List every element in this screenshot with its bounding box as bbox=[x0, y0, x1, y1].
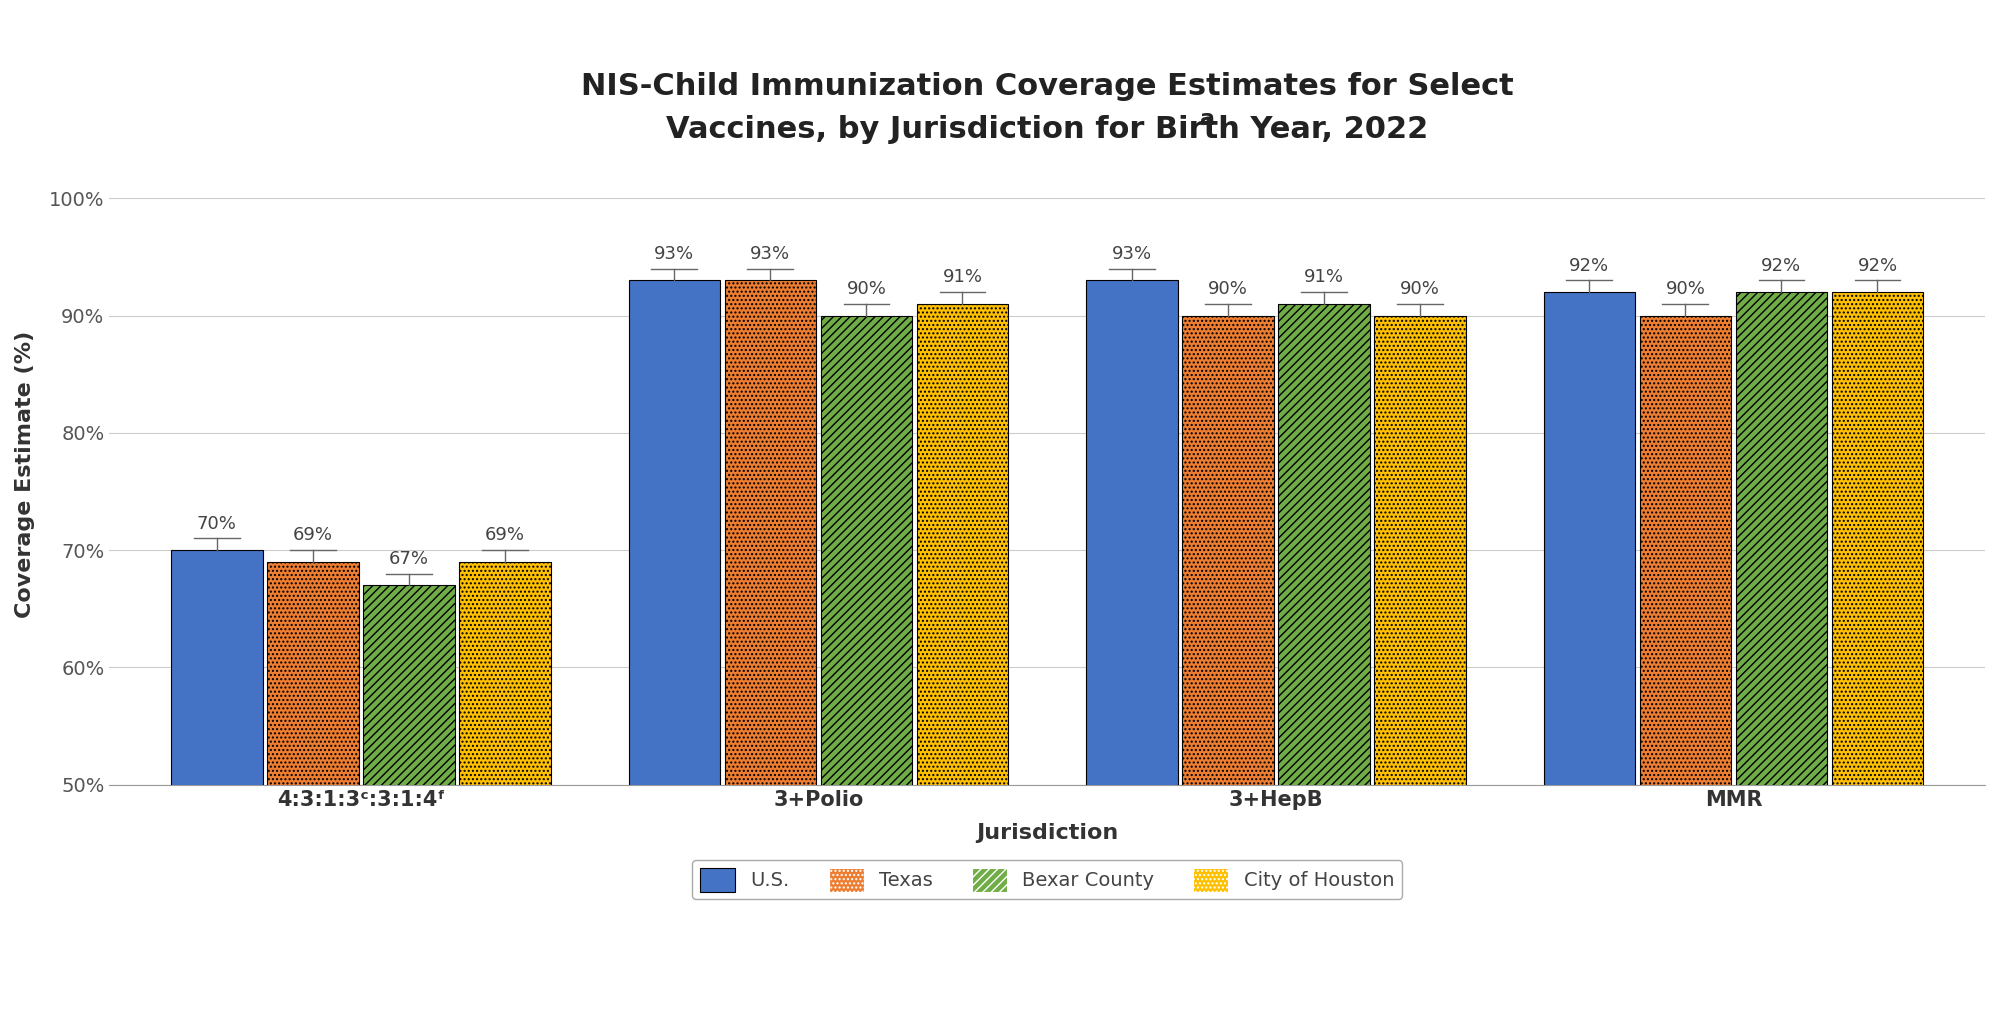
Bar bbox=[1182, 316, 1274, 1018]
Bar bbox=[1374, 316, 1466, 1018]
Bar bbox=[172, 550, 262, 1018]
Bar bbox=[460, 562, 550, 1018]
Text: 90%: 90% bbox=[1666, 280, 1706, 298]
Text: 93%: 93% bbox=[1112, 244, 1152, 263]
Bar bbox=[268, 562, 358, 1018]
Legend: U.S., Texas, Bexar County, City of Houston: U.S., Texas, Bexar County, City of Houst… bbox=[692, 860, 1402, 899]
Text: 70%: 70% bbox=[196, 514, 236, 532]
Bar bbox=[1544, 292, 1636, 1018]
Y-axis label: Coverage Estimate (%): Coverage Estimate (%) bbox=[14, 330, 36, 618]
Bar bbox=[1278, 303, 1370, 1018]
X-axis label: Jurisdiction: Jurisdiction bbox=[976, 824, 1118, 844]
Text: 90%: 90% bbox=[1208, 280, 1248, 298]
Text: 93%: 93% bbox=[654, 244, 694, 263]
Bar bbox=[724, 280, 816, 1018]
Text: 91%: 91% bbox=[1304, 269, 1344, 286]
Text: 92%: 92% bbox=[1858, 257, 1898, 275]
Bar bbox=[1640, 316, 1732, 1018]
Text: 91%: 91% bbox=[942, 269, 982, 286]
Text: 69%: 69% bbox=[484, 526, 524, 545]
Bar bbox=[364, 585, 454, 1018]
Text: 67%: 67% bbox=[388, 550, 428, 568]
Text: 93%: 93% bbox=[750, 244, 790, 263]
Bar bbox=[628, 280, 720, 1018]
Text: 92%: 92% bbox=[1570, 257, 1610, 275]
Bar bbox=[820, 316, 912, 1018]
Text: 90%: 90% bbox=[1400, 280, 1440, 298]
Text: 90%: 90% bbox=[846, 280, 886, 298]
Bar bbox=[1832, 292, 1924, 1018]
Text: a: a bbox=[1200, 109, 1214, 129]
Bar bbox=[1086, 280, 1178, 1018]
Bar bbox=[1736, 292, 1828, 1018]
Text: 92%: 92% bbox=[1762, 257, 1802, 275]
Text: 69%: 69% bbox=[292, 526, 332, 545]
Text: NIS-Child Immunization Coverage Estimates for Select: NIS-Child Immunization Coverage Estimate… bbox=[580, 72, 1514, 101]
Bar bbox=[916, 303, 1008, 1018]
Text: Vaccines, by Jurisdiction for Birth Year, 2022: Vaccines, by Jurisdiction for Birth Year… bbox=[666, 115, 1428, 145]
